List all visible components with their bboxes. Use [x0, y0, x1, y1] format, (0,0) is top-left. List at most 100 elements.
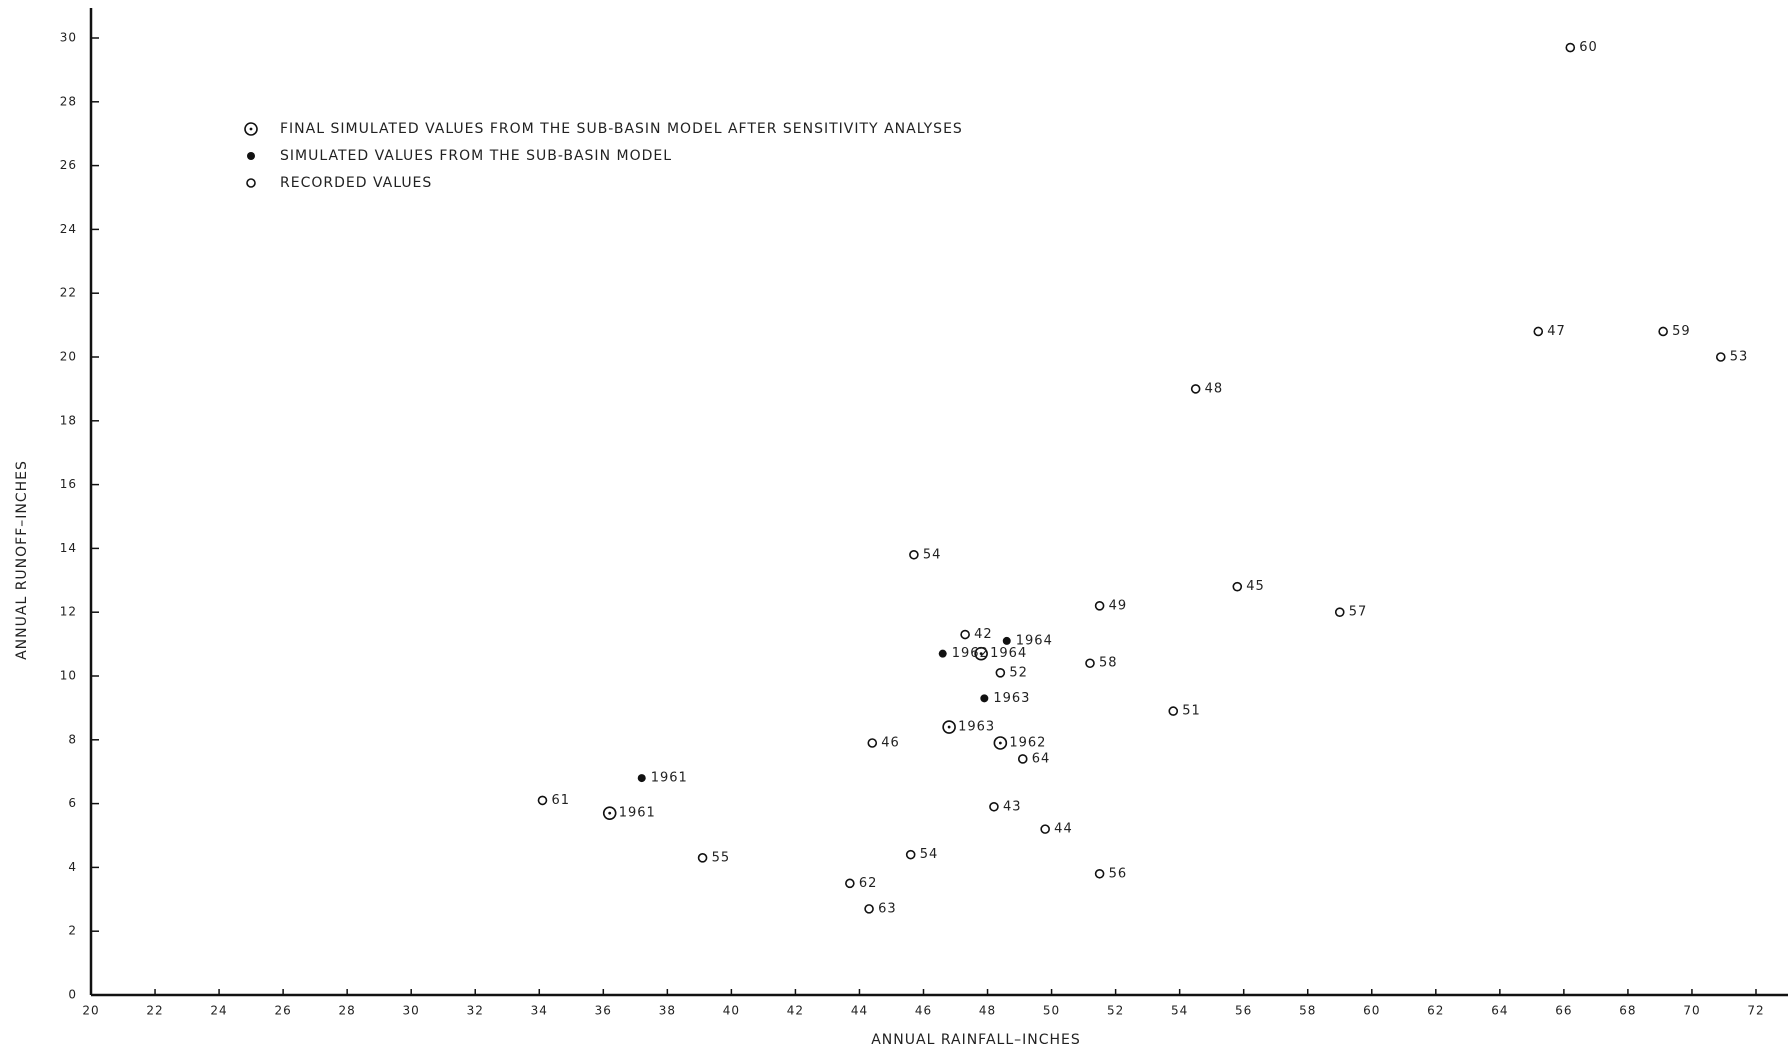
point [942, 720, 956, 734]
x-tick-label: 56 [1235, 1004, 1252, 1018]
point-label: 1962 [1009, 735, 1046, 750]
point-ring [244, 122, 258, 136]
point-ring [942, 720, 956, 734]
point-label: 49 [1109, 598, 1128, 613]
point-ring [537, 795, 548, 806]
point [938, 649, 947, 658]
point-dot [979, 652, 983, 656]
legend-label: RECORDED VALUES [280, 175, 432, 191]
point [1094, 601, 1105, 611]
point-ring [1040, 824, 1050, 834]
point-ring [697, 853, 708, 863]
y-tick-label: 20 [60, 350, 77, 364]
x-tick-label: 58 [1299, 1004, 1316, 1018]
point-label: 1961 [651, 771, 688, 786]
point [1232, 581, 1243, 592]
point [637, 774, 646, 783]
point-ring [602, 806, 617, 820]
legend-label: SIMULATED VALUES FROM THE SUB-BASIN MODE… [280, 148, 672, 164]
x-tick-label: 34 [531, 1004, 548, 1018]
x-tick-label: 72 [1747, 1004, 1764, 1018]
y-tick-label: 2 [68, 924, 77, 938]
point [905, 849, 916, 860]
point [537, 795, 548, 806]
x-tick-label: 42 [787, 1004, 804, 1018]
x-tick-label: 70 [1683, 1004, 1700, 1018]
x-tick-label: 52 [1107, 1004, 1124, 1018]
y-tick-label: 12 [60, 605, 77, 619]
point-label: 64 [1032, 751, 1051, 766]
point-label: 52 [1009, 665, 1028, 680]
point-dot [249, 127, 253, 131]
point-ring [1017, 754, 1028, 764]
point [1168, 706, 1179, 716]
point-ring [1334, 607, 1345, 618]
point-label: 51 [1182, 704, 1201, 719]
point-ring [1168, 706, 1179, 716]
x-tick-label: 24 [210, 1004, 227, 1018]
x-tick-label: 62 [1427, 1004, 1444, 1018]
y-tick-label: 30 [60, 31, 77, 45]
y-tick-label: 28 [60, 94, 77, 108]
x-tick-label: 54 [1171, 1004, 1188, 1018]
point-label: 62 [859, 876, 878, 891]
point [960, 629, 970, 640]
y-tick-label: 22 [60, 286, 77, 300]
point [1334, 607, 1345, 618]
point [1658, 326, 1668, 337]
point [864, 904, 874, 914]
point [247, 152, 255, 160]
point [995, 668, 1006, 678]
point [845, 878, 855, 889]
point-ring [1190, 384, 1201, 394]
y-tick-label: 10 [60, 669, 77, 683]
point [974, 646, 988, 661]
point-ring [1094, 868, 1105, 879]
point-ring [905, 849, 916, 860]
x-tick-label: 66 [1555, 1004, 1572, 1018]
x-tick-label: 36 [595, 1004, 612, 1018]
point-label: 54 [920, 847, 939, 862]
point-label: 48 [1205, 381, 1224, 396]
point-label: 46 [881, 735, 900, 750]
point-label: 42 [974, 627, 993, 642]
point [1002, 636, 1011, 645]
point [1190, 384, 1201, 394]
point-label: 57 [1349, 605, 1368, 620]
point-ring [246, 178, 256, 188]
point [697, 853, 708, 863]
x-tick-label: 68 [1619, 1004, 1636, 1018]
x-tick-label: 32 [467, 1004, 484, 1018]
point [1565, 42, 1576, 53]
legend-label: FINAL SIMULATED VALUES FROM THE SUB-BASI… [280, 121, 963, 137]
point-ring [1565, 42, 1576, 53]
point-label: 63 [878, 901, 897, 916]
x-axis-label: ANNUAL RAINFALL–INCHES [871, 1032, 1081, 1048]
x-tick-label: 48 [979, 1004, 996, 1018]
x-tick-label: 28 [339, 1004, 356, 1018]
x-tick-label: 40 [723, 1004, 740, 1018]
point-label: 55 [712, 850, 731, 865]
y-tick-label: 0 [68, 988, 77, 1002]
y-tick-label: 8 [68, 732, 77, 746]
point [1715, 352, 1726, 362]
point [1017, 754, 1028, 764]
point-ring [989, 801, 999, 812]
x-tick-label: 20 [82, 1004, 99, 1018]
y-axis-label: ANNUAL RUNOFF–INCHES [14, 460, 30, 660]
point-ring [867, 738, 878, 748]
point-ring [1533, 326, 1544, 337]
point [1533, 326, 1544, 337]
x-tick-label: 60 [1363, 1004, 1380, 1018]
point-label: 47 [1547, 324, 1566, 339]
point-label: 1963 [993, 691, 1030, 706]
y-tick-label: 18 [60, 413, 77, 427]
point-dot [608, 811, 612, 815]
point-label: 56 [1109, 866, 1128, 881]
point-ring [845, 878, 855, 889]
point [602, 806, 617, 820]
y-tick-label: 16 [60, 477, 77, 491]
x-tick-label: 26 [274, 1004, 291, 1018]
point-label: 53 [1730, 350, 1749, 365]
y-tick-label: 4 [68, 860, 77, 874]
